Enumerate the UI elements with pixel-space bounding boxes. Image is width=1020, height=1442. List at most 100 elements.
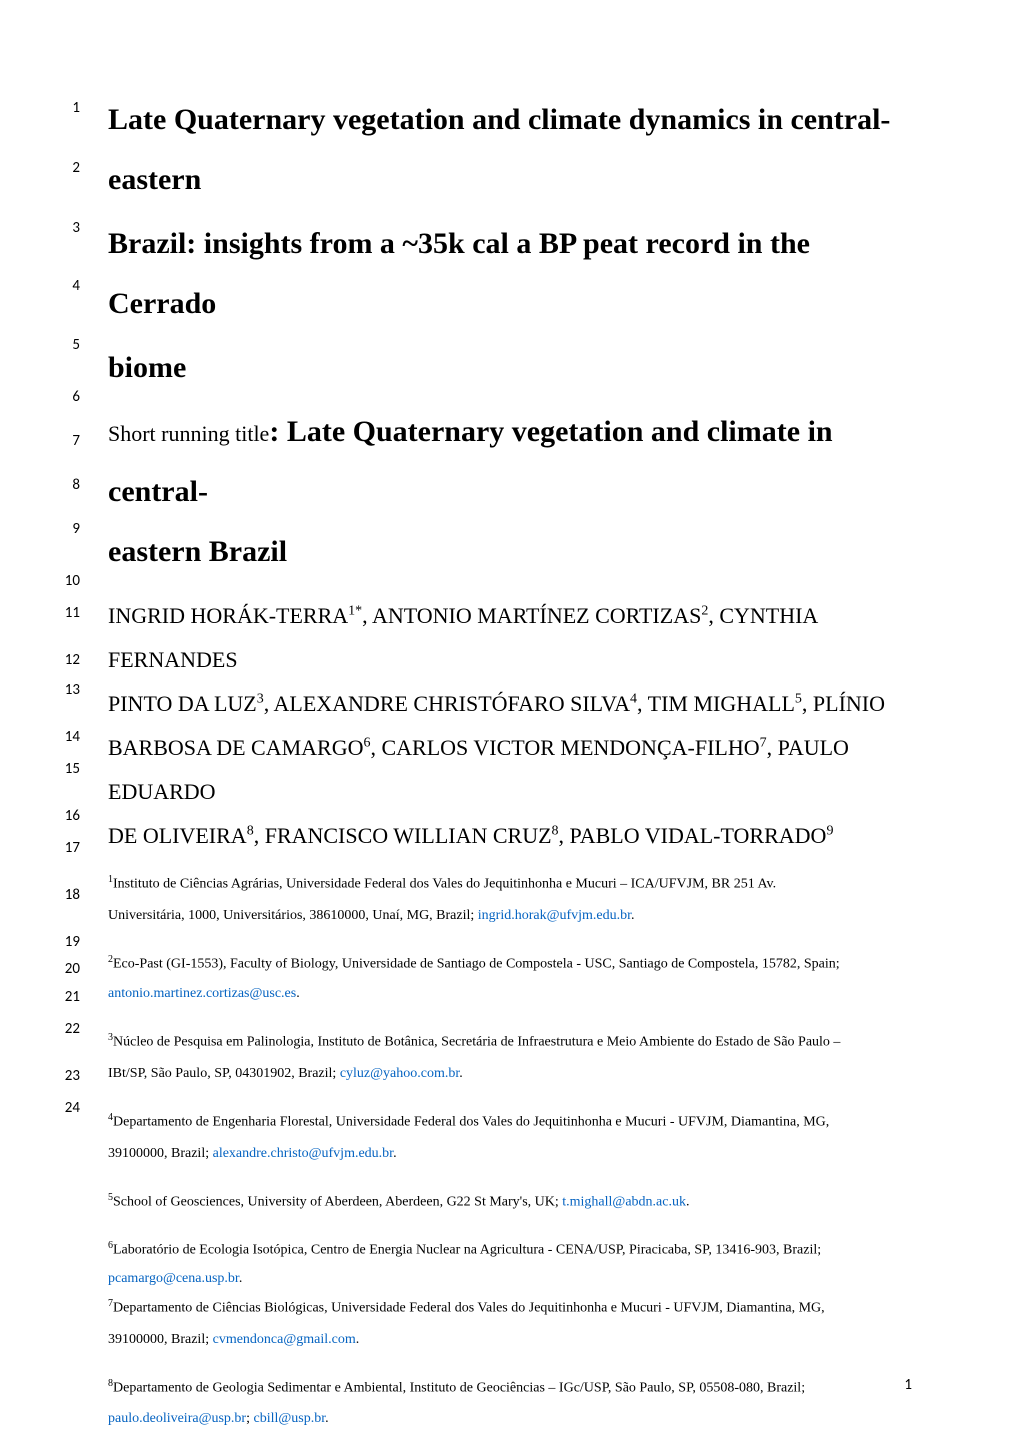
line-number: 6 (60, 388, 80, 406)
affil-text: Instituto de Ciências Agrárias, Universi… (113, 877, 776, 892)
affil-line: 2Eco-Past (GI-1553), Faculty of Biology,… (108, 952, 912, 975)
affil-line: antonio.martinez.cortizas@usc.es. (108, 983, 912, 1004)
line-number: 7 (60, 432, 80, 450)
affil-text: . (325, 1411, 329, 1426)
affil-text: . (686, 1194, 690, 1209)
running-title-line-2: eastern Brazil (108, 522, 912, 582)
affil-text: Eco-Past (GI-1553), Faculty of Biology, … (113, 956, 840, 971)
line-number: 15 (60, 760, 80, 778)
author-affil-sup: 9 (826, 824, 833, 839)
line-number: 12 (60, 651, 80, 669)
running-title-line-1: Short running title: Late Quaternary veg… (108, 402, 912, 522)
line-number: 10 (60, 572, 80, 590)
affil-line: IBt/SP, São Paulo, SP, 04301902, Brazil;… (108, 1063, 912, 1084)
affil-line: 7Departamento de Ciências Biológicas, Un… (108, 1296, 912, 1319)
line-number: 16 (60, 807, 80, 825)
author-name: , PLÍNIO (802, 691, 885, 716)
affil-line: 4Departamento de Engenharia Florestal, U… (108, 1110, 912, 1133)
affil-email-link[interactable]: antonio.martinez.cortizas@usc.es (108, 986, 296, 1001)
line-number: 13 (60, 681, 80, 699)
page-number: 1 (904, 1376, 912, 1394)
affiliation-1: 1Instituto de Ciências Agrárias, Univers… (108, 872, 912, 926)
line-number: 4 (60, 277, 80, 295)
line-number: 14 (60, 728, 80, 746)
line-number: 8 (60, 476, 80, 494)
affil-email-link[interactable]: ingrid.horak@ufvjm.edu.br (478, 908, 631, 923)
affiliation-6: 6Laboratório de Ecologia Isotópica, Cent… (108, 1238, 912, 1289)
affiliation-7: 7Departamento de Ciências Biológicas, Un… (108, 1296, 912, 1350)
author-affil-sup: 5 (795, 692, 802, 707)
authors-line-3: BARBOSA DE CAMARGO6, CARLOS VICTOR MENDO… (108, 726, 912, 814)
author-name: , FRANCISCO WILLIAN CRUZ (254, 823, 552, 848)
affil-email-link[interactable]: t.mighall@abdn.ac.uk (562, 1194, 686, 1209)
affil-line: 39100000, Brazil; cvmendonca@gmail.com. (108, 1329, 912, 1350)
affil-line: 39100000, Brazil; alexandre.christo@ufvj… (108, 1143, 912, 1164)
affil-text: Departamento de Ciências Biológicas, Uni… (113, 1301, 825, 1316)
affil-line: paulo.deoliveira@usp.br; cbill@usp.br. (108, 1408, 912, 1429)
article-title-line-1: Late Quaternary vegetation and climate d… (108, 90, 912, 210)
author-name: INGRID HORÁK-TERRA (108, 603, 348, 628)
line-number: 17 (60, 839, 80, 857)
affiliation-4: 4Departamento de Engenharia Florestal, U… (108, 1110, 912, 1164)
affiliation-8: 8Departamento de Geologia Sedimentar e A… (108, 1376, 912, 1430)
author-name: , ALEXANDRE CHRISTÓFARO SILVA (264, 691, 630, 716)
author-affil-sup: 6 (364, 736, 371, 751)
line-number: 20 (60, 960, 80, 978)
affil-email-link[interactable]: cbill@usp.br (253, 1411, 325, 1426)
line-number: 5 (60, 336, 80, 354)
author-name: , PABLO VIDAL-TORRADO (559, 823, 827, 848)
authors-line-1: INGRID HORÁK-TERRA1*, ANTONIO MARTÍNEZ C… (108, 594, 912, 682)
affil-line: 5School of Geosciences, University of Ab… (108, 1190, 912, 1213)
affil-text: . (356, 1332, 360, 1347)
line-number: 21 (60, 988, 80, 1006)
affil-line: pcamargo@cena.usp.br. (108, 1268, 912, 1289)
running-title-prefix: Short running title (108, 421, 269, 446)
author-name: , CARLOS VICTOR MENDONÇA-FILHO (371, 735, 760, 760)
authors-line-4: DE OLIVEIRA8, FRANCISCO WILLIAN CRUZ8, P… (108, 814, 912, 858)
affil-text: Departamento de Geologia Sedimentar e Am… (113, 1380, 805, 1395)
author-affil-sup: 1* (348, 604, 362, 619)
author-name: BARBOSA DE CAMARGO (108, 735, 364, 760)
author-affil-sup: 8 (552, 824, 559, 839)
line-number: 22 (60, 1020, 80, 1038)
line-number: 11 (60, 604, 80, 622)
line-number: 24 (60, 1099, 80, 1117)
affil-text: 39100000, Brazil; (108, 1332, 213, 1347)
affil-text: . (239, 1271, 243, 1286)
affil-email-link[interactable]: cyluz@yahoo.com.br (340, 1066, 459, 1081)
affil-text: . (459, 1066, 463, 1081)
line-number: 9 (60, 520, 80, 538)
article-title-line-3: biome (108, 338, 912, 398)
line-number: 18 (60, 886, 80, 904)
affiliation-2: 2Eco-Past (GI-1553), Faculty of Biology,… (108, 952, 912, 1005)
affil-email-link[interactable]: pcamargo@cena.usp.br (108, 1271, 239, 1286)
affil-email-link[interactable]: alexandre.christo@ufvjm.edu.br (213, 1146, 393, 1161)
affil-text: IBt/SP, São Paulo, SP, 04301902, Brazil; (108, 1066, 340, 1081)
affil-text: Departamento de Engenharia Florestal, Un… (113, 1115, 829, 1130)
author-name: DE OLIVEIRA (108, 823, 247, 848)
affil-text: 39100000, Brazil; (108, 1146, 213, 1161)
line-number: 3 (60, 219, 80, 237)
affiliation-5: 5School of Geosciences, University of Ab… (108, 1190, 912, 1213)
affil-email-link[interactable]: paulo.deoliveira@usp.br (108, 1411, 246, 1426)
line-number: 2 (60, 159, 80, 177)
running-title-colon: : (269, 415, 287, 448)
line-number: 19 (60, 933, 80, 951)
author-name: , TIM MIGHALL (637, 691, 795, 716)
author-affil-sup: 7 (760, 736, 767, 751)
line-number: 23 (60, 1067, 80, 1085)
line-number: 1 (60, 99, 80, 117)
affil-text: School of Geosciences, University of Abe… (113, 1194, 562, 1209)
author-affil-sup: 4 (630, 692, 637, 707)
affil-text: Universitária, 1000, Universitários, 386… (108, 908, 478, 923)
author-name: PINTO DA LUZ (108, 691, 257, 716)
affil-line: 8Departamento de Geologia Sedimentar e A… (108, 1376, 912, 1399)
affil-text: Laboratório de Ecologia Isotópica, Centr… (113, 1243, 821, 1258)
affiliation-3: 3Núcleo de Pesquisa em Palinologia, Inst… (108, 1030, 912, 1084)
affil-email-link[interactable]: cvmendonca@gmail.com (213, 1332, 356, 1347)
affil-text: . (631, 908, 635, 923)
article-title-line-2: Brazil: insights from a ~35k cal a BP pe… (108, 214, 912, 334)
authors-line-2: PINTO DA LUZ3, ALEXANDRE CHRISTÓFARO SIL… (108, 682, 912, 726)
author-affil-sup: 3 (257, 692, 264, 707)
affil-line: 6Laboratório de Ecologia Isotópica, Cent… (108, 1238, 912, 1261)
